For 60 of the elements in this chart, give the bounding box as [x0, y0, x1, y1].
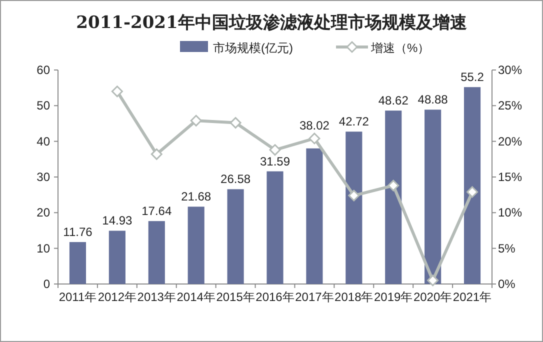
x-tick-label: 2012年	[98, 290, 137, 304]
data-label: 17.64	[142, 204, 172, 218]
y-tick-label: 40	[36, 134, 50, 148]
y-tick-label: 50	[36, 98, 50, 113]
y2-tick-label: 30%	[498, 63, 522, 77]
bar	[424, 110, 442, 284]
y2-tick-label: 10%	[498, 206, 522, 220]
y-tick-label: 0	[43, 277, 50, 291]
legend-label: 市场规模(亿元)	[213, 41, 293, 55]
data-label: 42.72	[338, 114, 370, 129]
x-tick-label: 2015年	[216, 290, 255, 304]
x-tick-label: 2011年	[58, 290, 97, 304]
y2-tick-label: 25%	[498, 98, 522, 113]
data-label: 38.02	[299, 118, 330, 132]
x-tick-label: 2020年	[413, 290, 452, 304]
data-label: 26.58	[220, 172, 251, 186]
bar	[148, 221, 165, 284]
data-label: 55.2	[460, 70, 484, 84]
x-tick-label: 2017年	[295, 290, 334, 304]
legend-label: 增速（%）	[370, 41, 430, 55]
bar	[227, 189, 244, 284]
point	[427, 274, 439, 286]
point	[269, 144, 281, 156]
x-tick-label: 2014年	[176, 290, 216, 304]
bar	[69, 242, 86, 284]
point	[190, 114, 202, 126]
point	[348, 190, 360, 202]
chart-title: 2011-2021年中国垃圾渗滤液处理市场规模及增速	[76, 13, 467, 33]
bar	[108, 230, 126, 284]
point	[111, 86, 123, 98]
point	[308, 132, 320, 144]
data-label: 48.88	[418, 92, 448, 107]
x-tick-label: 2019年	[374, 290, 413, 304]
y-tick-label: 10	[36, 241, 50, 256]
bar	[306, 148, 323, 284]
y-tick-label: 60	[36, 63, 50, 77]
point	[230, 117, 242, 129]
point	[150, 148, 162, 160]
y2-tick-label: 0%	[498, 277, 516, 291]
x-tick-label: 2018年	[334, 290, 374, 304]
data-label: 14.93	[102, 214, 133, 228]
y-tick-label: 20	[36, 206, 50, 220]
y2-tick-label: 5%	[498, 241, 516, 256]
data-label: 48.62	[378, 94, 409, 108]
x-tick-label: 2013年	[137, 290, 176, 304]
point	[388, 180, 400, 192]
data-label: 11.76	[63, 225, 93, 240]
y-tick-label: 30	[36, 170, 50, 184]
bar	[266, 171, 284, 284]
bar	[385, 110, 402, 284]
data-label: 31.59	[260, 154, 290, 168]
x-tick-label: 2016年	[256, 290, 294, 304]
bar	[346, 132, 362, 284]
point	[466, 186, 478, 198]
x-tick-label: 2021年	[452, 290, 492, 304]
bar	[188, 206, 204, 284]
y2-tick-label: 20%	[498, 134, 522, 148]
data-label: 21.68	[181, 190, 212, 204]
y2-tick-label: 15%	[498, 170, 522, 184]
bar	[464, 87, 481, 284]
